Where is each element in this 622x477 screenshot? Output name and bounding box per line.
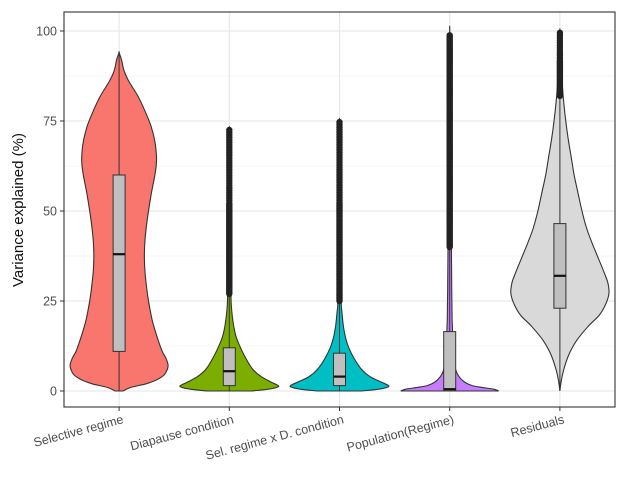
iqr-box [112, 174, 126, 352]
outlier-points [226, 29, 564, 305]
iqr-box [443, 331, 457, 392]
boxplots [112, 52, 567, 392]
outlier-point [446, 32, 453, 39]
outlier-point [226, 126, 233, 134]
outlier-point [556, 29, 564, 36]
y-tick-label: 100 [36, 25, 57, 39]
iqr-box [333, 352, 346, 387]
y-axis: 0 25 50 75 100 [36, 25, 64, 399]
y-axis-label: Variance explained (%) [10, 133, 27, 287]
y-tick-label: 50 [43, 205, 57, 219]
y-tick-label: 0 [50, 385, 57, 399]
iqr-box [222, 347, 236, 387]
y-tick-label: 25 [43, 295, 57, 309]
y-tick-label: 75 [43, 115, 57, 129]
iqr-box [553, 223, 567, 309]
outlier-point [336, 118, 343, 126]
